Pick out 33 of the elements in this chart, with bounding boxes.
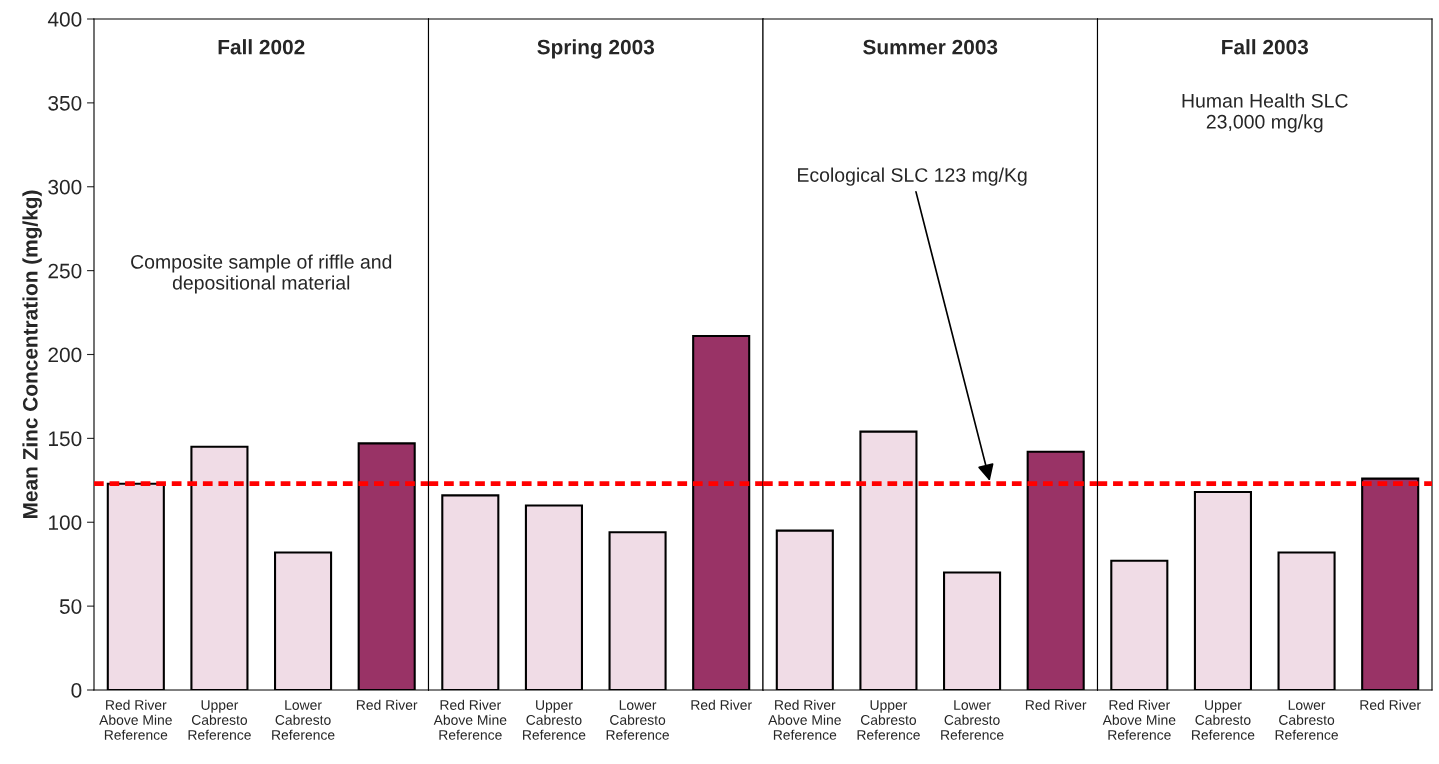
ref-line-label: Ecological SLC 123 mg/Kg: [798, 167, 1027, 186]
x-tick-label: Red River Above Mine Reference: [768, 699, 841, 740]
x-tick-label: Red River: [691, 699, 752, 710]
x-tick-label: Upper Cabresto Reference: [857, 700, 920, 740]
y-tick-label: 200: [48, 347, 82, 363]
x-tick-label: Red River Above Mine Reference: [99, 699, 172, 740]
x-tick-label: Lower Cabresto Reference: [606, 700, 669, 740]
y-tick-label: 50: [59, 599, 82, 614]
x-tick-label: Upper Cabresto Reference: [523, 700, 586, 740]
x-tick-label: Lower Cabresto Reference: [1275, 700, 1338, 740]
text: Spring 2003: [537, 39, 655, 59]
x-tick-label: Red River Above Mine Reference: [1102, 699, 1176, 740]
y-tick-label: 300: [48, 179, 82, 195]
y-tick-label: 350: [48, 95, 82, 111]
text: Fall 2003: [1222, 39, 1309, 55]
y-tick-label: 0: [71, 683, 82, 698]
x-tick-label: Red River Above Mine Reference: [433, 699, 507, 740]
x-tick-label: Upper Cabresto Reference: [188, 700, 251, 740]
x-tick-label: Upper Cabresto Reference: [1192, 700, 1255, 740]
y-tick-label: 100: [49, 515, 82, 530]
y-tick-label: 400: [47, 12, 82, 27]
x-tick-label: Lower Cabresto Reference: [272, 700, 335, 740]
text: Summer 2003: [863, 39, 998, 55]
annotation: Human Health SLC 23,000 mg/kg: [1182, 93, 1348, 133]
text: Fall 2002: [218, 39, 305, 55]
y-tick-label: 150: [49, 431, 82, 447]
y-tick-label: 250: [48, 263, 82, 279]
annotation: Composite sample of riffle and depositional material: [131, 254, 392, 294]
x-tick-label: Red River: [356, 699, 418, 710]
y-axis-title: Mean Zinc Concentration (mg/kg): [22, 190, 42, 519]
x-tick-label: Red River: [1025, 699, 1087, 710]
x-tick-label: Red River: [1360, 699, 1421, 710]
x-tick-label: Lower Cabresto Reference: [941, 700, 1004, 740]
